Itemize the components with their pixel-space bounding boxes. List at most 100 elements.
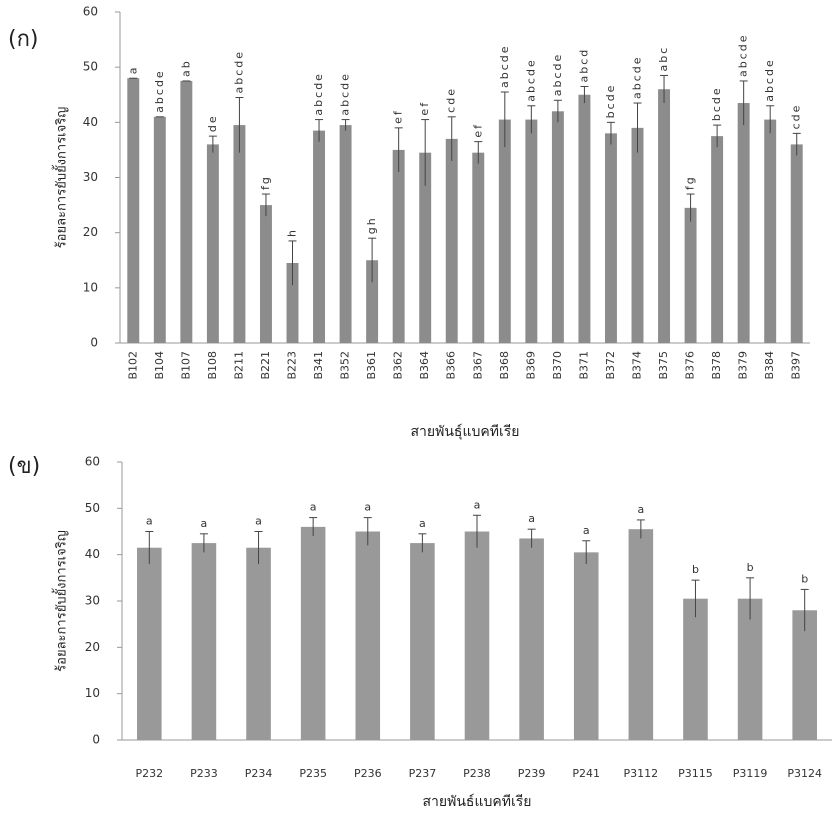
x-tick-label: P238 (463, 767, 491, 780)
bar (519, 538, 544, 740)
x-tick-label: B378 (710, 351, 723, 380)
y-tick-label: 30 (83, 170, 98, 184)
y-tick-label: 0 (92, 733, 100, 747)
bar (574, 552, 599, 740)
x-tick-label: B371 (577, 351, 590, 380)
significance-letter: a (146, 515, 153, 528)
bar (154, 117, 166, 343)
x-tick-label: B374 (631, 351, 644, 380)
significance-letter: a (419, 517, 426, 530)
x-axis-label: สายพันธ์แบคทีเรีย (423, 793, 532, 810)
bar (605, 133, 617, 343)
significance-letter: abcde (551, 53, 564, 97)
bar (552, 111, 564, 343)
significance-letter: a (583, 524, 590, 537)
significance-letter: h (286, 228, 299, 237)
bar (711, 136, 723, 343)
significance-letter: de (206, 114, 219, 132)
y-tick-label: 30 (85, 594, 100, 608)
significance-letter: abcde (312, 72, 325, 116)
significance-letter: ef (471, 123, 484, 138)
bar (499, 120, 511, 343)
significance-letter: bcde (710, 86, 723, 121)
bar (127, 78, 139, 343)
bar (472, 153, 484, 343)
y-tick-label: 40 (85, 547, 100, 561)
significance-letter: a (126, 65, 139, 74)
significance-letter: abcde (524, 58, 537, 102)
bar (207, 144, 219, 343)
x-tick-label: P234 (245, 767, 273, 780)
significance-letter: abcde (737, 33, 750, 77)
bar (683, 599, 708, 740)
y-tick-label: 50 (83, 60, 98, 74)
x-tick-label: P232 (135, 767, 163, 780)
bar (525, 120, 537, 343)
significance-letter: a (364, 501, 371, 514)
bar (301, 527, 326, 740)
x-tick-label: B364 (418, 351, 431, 380)
x-tick-label: B367 (471, 351, 484, 380)
significance-letter: ef (392, 109, 405, 124)
y-tick-label: 10 (85, 686, 100, 700)
significance-letter: abcde (631, 55, 644, 99)
x-tick-label: P241 (572, 767, 600, 780)
significance-letter: abc (657, 46, 670, 72)
significance-letter: cde (445, 87, 458, 113)
x-tick-label: B376 (684, 351, 697, 380)
significance-letter: b (801, 572, 808, 585)
significance-letter: cde (790, 104, 803, 130)
bar (340, 125, 352, 343)
bar (313, 131, 325, 343)
bar (685, 208, 697, 343)
significance-letter: gh (365, 216, 378, 234)
significance-letter: ef (418, 101, 431, 116)
bar (260, 205, 272, 343)
y-axis-label: ร้อยละการยับยั้งการเจริญ (52, 107, 70, 249)
bar (629, 529, 654, 740)
significance-letter: bcde (604, 84, 617, 119)
x-tick-label: B375 (657, 351, 670, 380)
x-tick-label: B221 (259, 351, 272, 380)
x-axis-label: สายพันธุ์แบคทีเรีย (411, 423, 520, 440)
significance-letter: a (528, 512, 535, 525)
bar (578, 95, 590, 343)
x-tick-label: B379 (737, 351, 750, 380)
y-tick-label: 0 (90, 336, 98, 350)
y-axis-label: ร้อยละการยับยั้งการเจริญ (52, 530, 70, 672)
y-tick-label: 20 (85, 640, 100, 654)
x-tick-label: P237 (409, 767, 437, 780)
x-tick-label: P235 (299, 767, 327, 780)
bar (658, 89, 670, 343)
y-tick-label: 60 (85, 455, 100, 469)
bar (791, 144, 803, 343)
significance-letter: abcde (339, 72, 352, 116)
significance-letter: abcde (153, 69, 166, 113)
x-tick-label: B102 (126, 351, 139, 380)
y-tick-label: 10 (83, 280, 98, 294)
x-tick-label: B341 (312, 351, 325, 380)
x-tick-label: B107 (179, 351, 192, 380)
y-tick-label: 40 (83, 115, 98, 129)
significance-letter: a (255, 515, 262, 528)
x-tick-label: B397 (790, 351, 803, 380)
x-tick-label: P3112 (624, 767, 659, 780)
bar (632, 128, 644, 343)
bar (355, 532, 380, 741)
bar (764, 120, 776, 343)
significance-letter: ab (179, 59, 192, 77)
bar (233, 125, 245, 343)
x-tick-label: B108 (206, 351, 219, 380)
bar (137, 548, 162, 740)
figure: (ก)ร้อยละการยับยั้งการเจริญสายพันธุ์แบคท… (0, 0, 835, 814)
significance-letter: b (692, 563, 699, 576)
significance-letter: abcde (498, 44, 511, 88)
y-tick-label: 20 (83, 225, 98, 239)
x-tick-label: B366 (445, 351, 458, 380)
bar (446, 139, 458, 343)
significance-letter: fg (684, 175, 697, 190)
bar (465, 532, 490, 741)
panel-label: (ก) (8, 27, 39, 52)
bar (393, 150, 405, 343)
bar (246, 548, 271, 740)
